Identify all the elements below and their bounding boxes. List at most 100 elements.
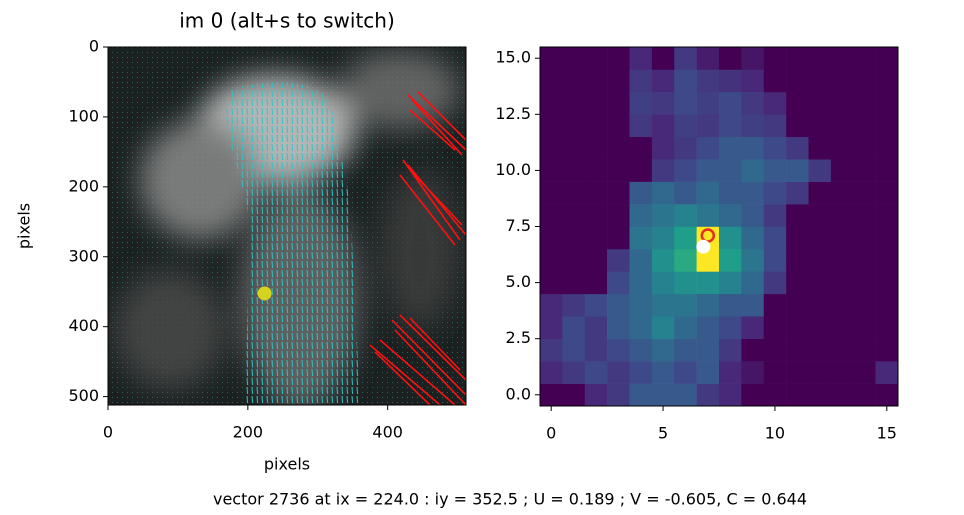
- heatmap-cell: [853, 316, 876, 339]
- heatmap-cell: [763, 181, 787, 205]
- y-axis-label: pixels: [15, 203, 34, 249]
- heatmap-cell: [696, 159, 720, 182]
- heatmap-cell: [651, 226, 675, 250]
- heatmap-cell: [875, 361, 899, 384]
- heatmap-cell: [719, 69, 742, 93]
- heatmap-cell: [629, 248, 653, 272]
- heatmap-cell: [763, 159, 787, 182]
- heatmap-cell: [651, 136, 675, 160]
- x-tick-label: 0: [546, 424, 556, 443]
- heatmap-cell: [584, 271, 608, 295]
- heatmap-cell: [853, 181, 876, 205]
- heatmap-cell: [629, 204, 653, 227]
- cursor-marker: [257, 286, 272, 301]
- axes-title: im 0 (alt+s to switch): [179, 9, 395, 33]
- heatmap-cell: [786, 181, 809, 205]
- heatmap-cell: [786, 383, 809, 407]
- heatmap-cell: [741, 69, 765, 93]
- heatmap-cell: [853, 226, 876, 250]
- heatmap-cell: [629, 159, 653, 182]
- heatmap-cell: [651, 47, 675, 70]
- x-axis-label: pixels: [264, 455, 310, 474]
- heatmap-cell: [853, 47, 876, 70]
- heatmap-cell: [540, 136, 563, 160]
- heatmap-cell: [853, 361, 876, 384]
- heatmap-cell: [830, 114, 854, 138]
- heatmap-cell: [808, 181, 832, 205]
- heatmap-cell: [584, 136, 608, 160]
- x-tick-label: 0: [103, 423, 113, 442]
- heatmap-cell: [674, 69, 697, 93]
- heatmap-cell: [651, 316, 675, 339]
- y-tick-label: 0.0: [506, 384, 531, 403]
- heatmap-cell: [629, 181, 653, 205]
- heatmap-cell: [629, 114, 653, 138]
- x-tick-label: 5: [658, 424, 668, 443]
- heatmap-cell: [719, 271, 742, 295]
- y-tick-label: 400: [68, 316, 99, 335]
- x-tick-label: 15: [877, 424, 897, 443]
- heatmap-cell: [786, 293, 809, 317]
- heatmap-cell: [696, 47, 720, 70]
- heatmap-cell: [540, 69, 563, 93]
- heatmap-cell: [830, 293, 854, 317]
- heatmap-cell: [540, 181, 563, 205]
- heatmap-cell: [607, 91, 630, 115]
- heatmap-cell: [674, 248, 697, 272]
- heatmap-cell: [786, 136, 809, 160]
- heatmap-cell: [696, 271, 720, 295]
- heatmap-cell: [830, 47, 854, 70]
- heatmap-cell: [719, 383, 742, 407]
- heatmap-cell: [808, 293, 832, 317]
- heatmap-cell: [875, 293, 899, 317]
- heatmap-cell: [607, 114, 630, 138]
- heatmap-cell: [607, 248, 630, 272]
- heatmap-cell: [741, 136, 765, 160]
- heatmap-cell: [875, 383, 899, 407]
- y-tick-label: 12.5: [495, 104, 531, 123]
- heatmap-cell: [808, 361, 832, 384]
- heatmap-cell: [540, 114, 563, 138]
- heatmap-cell: [853, 383, 876, 407]
- heatmap-cell: [696, 248, 720, 272]
- heatmap-cell: [741, 383, 765, 407]
- heatmap-cell: [763, 47, 787, 70]
- y-tick-label: 500: [68, 386, 99, 405]
- heatmap-cell: [629, 136, 653, 160]
- heatmap-cell: [808, 159, 832, 182]
- heatmap-cell: [763, 114, 787, 138]
- heatmap-cell: [786, 338, 809, 362]
- heatmap-cell: [853, 293, 876, 317]
- heatmap-cell: [629, 47, 653, 70]
- heatmap-cell: [830, 383, 854, 407]
- heatmap-cell: [540, 226, 563, 250]
- heatmap-cell: [651, 383, 675, 407]
- heatmap-cell: [562, 114, 586, 138]
- heatmap-cell: [584, 159, 608, 182]
- heatmap-cell: [808, 47, 832, 70]
- heatmap-cell: [607, 293, 630, 317]
- heatmap-cell: [786, 271, 809, 295]
- heatmap-cell: [741, 226, 765, 250]
- heatmap-cell: [719, 361, 742, 384]
- heatmap-cell: [562, 271, 586, 295]
- heatmap-cell: [607, 383, 630, 407]
- heatmap-cell: [651, 271, 675, 295]
- heatmap-cell: [584, 383, 608, 407]
- heatmap-cell: [562, 316, 586, 339]
- heatmap-cell: [853, 338, 876, 362]
- heatmap-cell: [607, 204, 630, 227]
- heatmap-cell: [584, 204, 608, 227]
- heatmap-cell: [719, 136, 742, 160]
- heatmap-cell: [741, 248, 765, 272]
- heatmap-cell: [786, 159, 809, 182]
- heatmap-cell: [674, 293, 697, 317]
- heatmap-cell: [853, 204, 876, 227]
- heatmap-cell: [696, 338, 720, 362]
- heatmap-cell: [763, 204, 787, 227]
- heatmap-cell: [830, 204, 854, 227]
- heatmap-cell: [741, 271, 765, 295]
- heatmap-cell: [629, 316, 653, 339]
- heatmap-cell: [741, 293, 765, 317]
